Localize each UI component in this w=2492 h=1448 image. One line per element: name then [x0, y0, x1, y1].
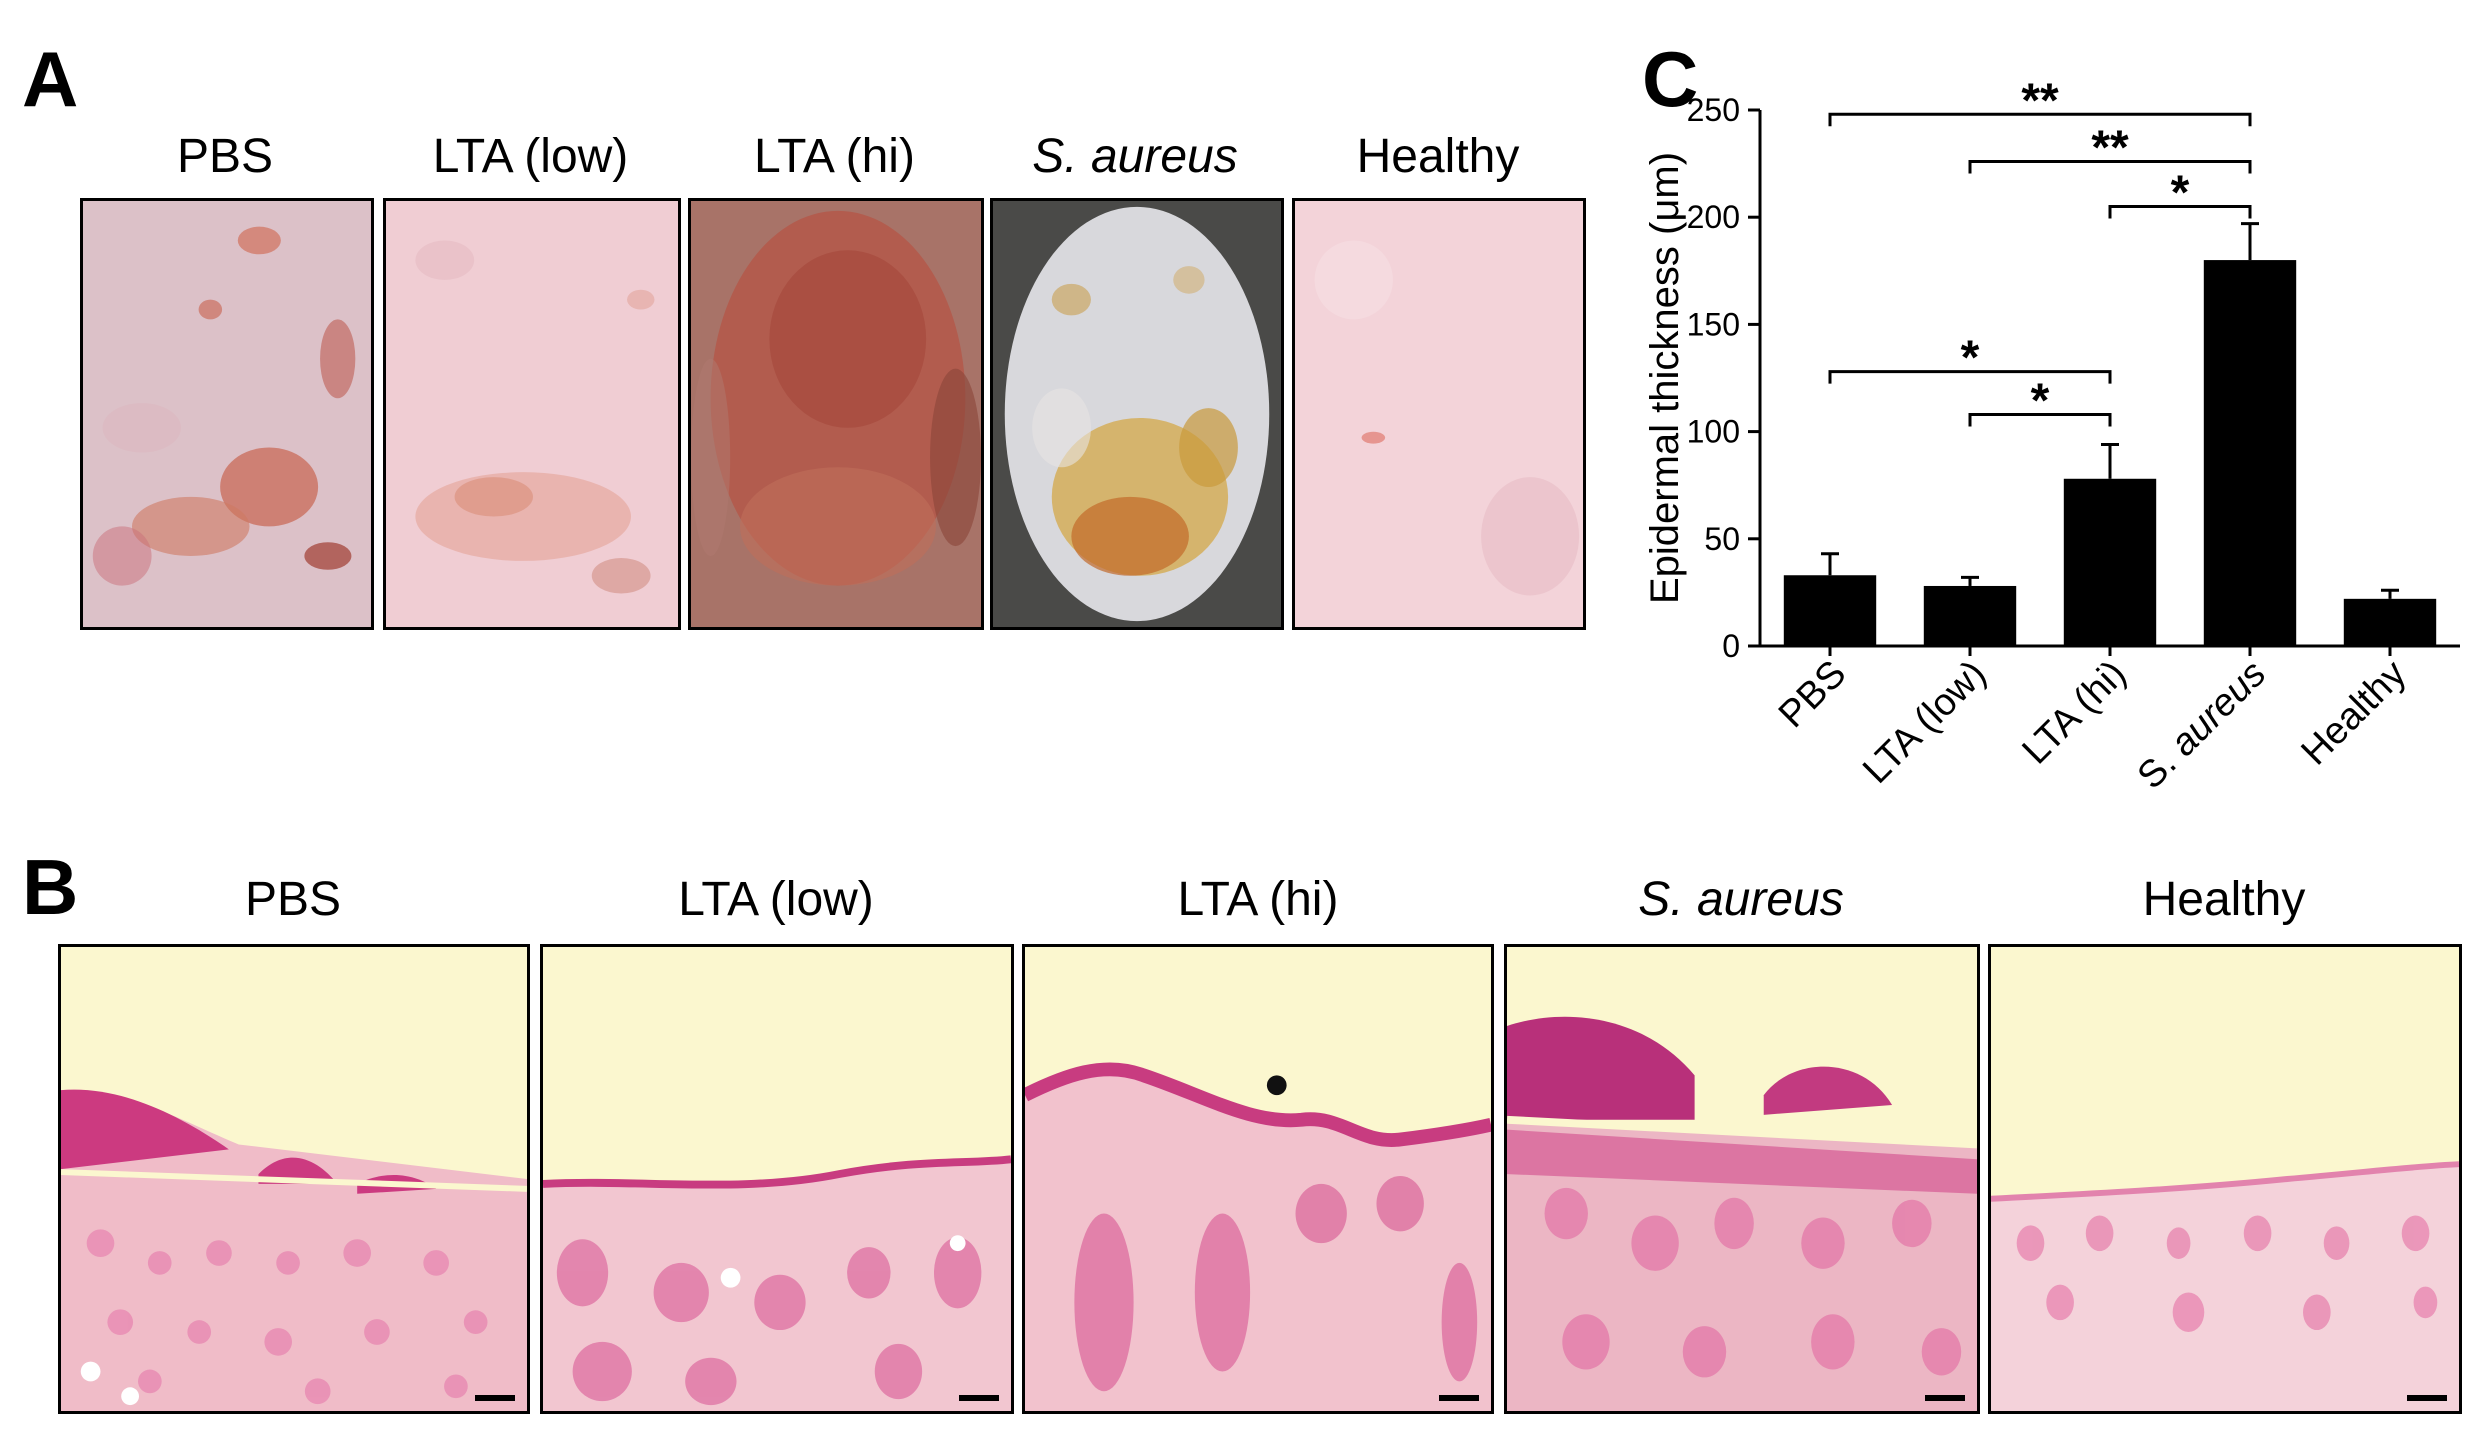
bar-1 [1923, 585, 2017, 646]
histology-healthy-image [1991, 947, 2459, 1411]
panel-b-histology-pbs [58, 944, 530, 1414]
panel-b-label-s-aureus: S. aureus [1504, 876, 1978, 924]
y-tick-label: 200 [1687, 199, 1740, 235]
panel-b-label-pbs: PBS [244, 873, 342, 926]
histology-lta-low-image [543, 947, 1011, 1411]
significance-stars: * [2171, 166, 2190, 219]
bar-4 [2343, 598, 2437, 646]
x-tick-label: PBS [1771, 653, 1854, 736]
panel-b-label-healthy: Healthy [2142, 873, 2306, 926]
panel-c-letter: C [1642, 35, 1699, 123]
y-tick-label: 150 [1687, 306, 1740, 342]
y-axis-label: Epidermal thickness (μm) [1643, 152, 1687, 604]
skin-photo-lta-low-image [386, 201, 678, 627]
y-tick-label: 250 [1687, 92, 1740, 128]
x-tick-label: LTA (low) [1855, 653, 1994, 792]
panel-a-label-s-aureus: S. aureus [990, 133, 1280, 181]
significance-stars: * [1961, 332, 1980, 385]
panel-b-histology-lta-low [540, 944, 1014, 1414]
panel-b-histology-healthy [1988, 944, 2462, 1414]
x-tick-label: S. aureus [2130, 653, 2275, 798]
panel-a-label-healthy: Healthy [1356, 130, 1520, 183]
panel-a-photo-lta-hi [688, 198, 984, 630]
panel-a-photo-pbs [80, 198, 374, 630]
scale-bar [2407, 1395, 2447, 1401]
scale-bar [1439, 1395, 1479, 1401]
skin-photo-pbs-image [83, 201, 371, 627]
panel-b-histology-lta-hi [1022, 944, 1494, 1414]
panel-a-letter: A [22, 35, 79, 123]
s-aureus-italic-label-b: S. aureus [1638, 873, 1844, 926]
histology-pbs-image [61, 947, 527, 1411]
panel-a-photo-lta-low [383, 198, 681, 630]
histology-s-aureus-image [1507, 947, 1977, 1411]
panel-b-letter: B [22, 843, 79, 931]
bar-3 [2203, 260, 2297, 646]
panel-a-label-lta-low: LTA (low) [432, 130, 629, 183]
scale-bar [1925, 1395, 1965, 1401]
skin-photo-healthy-image [1295, 201, 1583, 627]
y-tick-label: 100 [1687, 414, 1740, 450]
panel-b-histology-s-aureus [1504, 944, 1980, 1414]
skin-photo-s-aureus-image [993, 201, 1281, 627]
y-tick-label: 50 [1704, 521, 1740, 557]
x-tick-label: Healthy [2294, 653, 2415, 774]
significance-bracket [1968, 159, 2252, 174]
skin-photo-lta-hi-image [691, 201, 981, 627]
bar-2 [2063, 478, 2157, 646]
scale-bar [475, 1395, 515, 1401]
s-aureus-italic-label: S. aureus [1032, 130, 1238, 183]
bar-0 [1783, 575, 1877, 646]
panel-a-photo-s-aureus [990, 198, 1284, 630]
scale-bar [959, 1395, 999, 1401]
panel-a-photo-healthy [1292, 198, 1586, 630]
panel-b-label-lta-hi: LTA (hi) [1177, 873, 1339, 926]
histology-lta-hi-image [1025, 947, 1491, 1411]
y-tick-label: 0 [1722, 628, 1740, 664]
significance-bracket [1828, 112, 2252, 127]
significance-stars: ** [2021, 74, 2059, 127]
panel-a-label-pbs: PBS [176, 130, 274, 183]
panel-b-label-lta-low: LTA (low) [678, 873, 874, 926]
significance-stars: ** [2091, 121, 2129, 174]
significance-bracket [2108, 204, 2252, 219]
significance-bracket [1968, 412, 2112, 427]
x-tick-label: LTA (hi) [2015, 653, 2135, 773]
panel-a-label-lta-hi: LTA (hi) [754, 130, 915, 183]
significance-bracket [1828, 370, 2112, 384]
significance-stars: * [2031, 374, 2050, 427]
